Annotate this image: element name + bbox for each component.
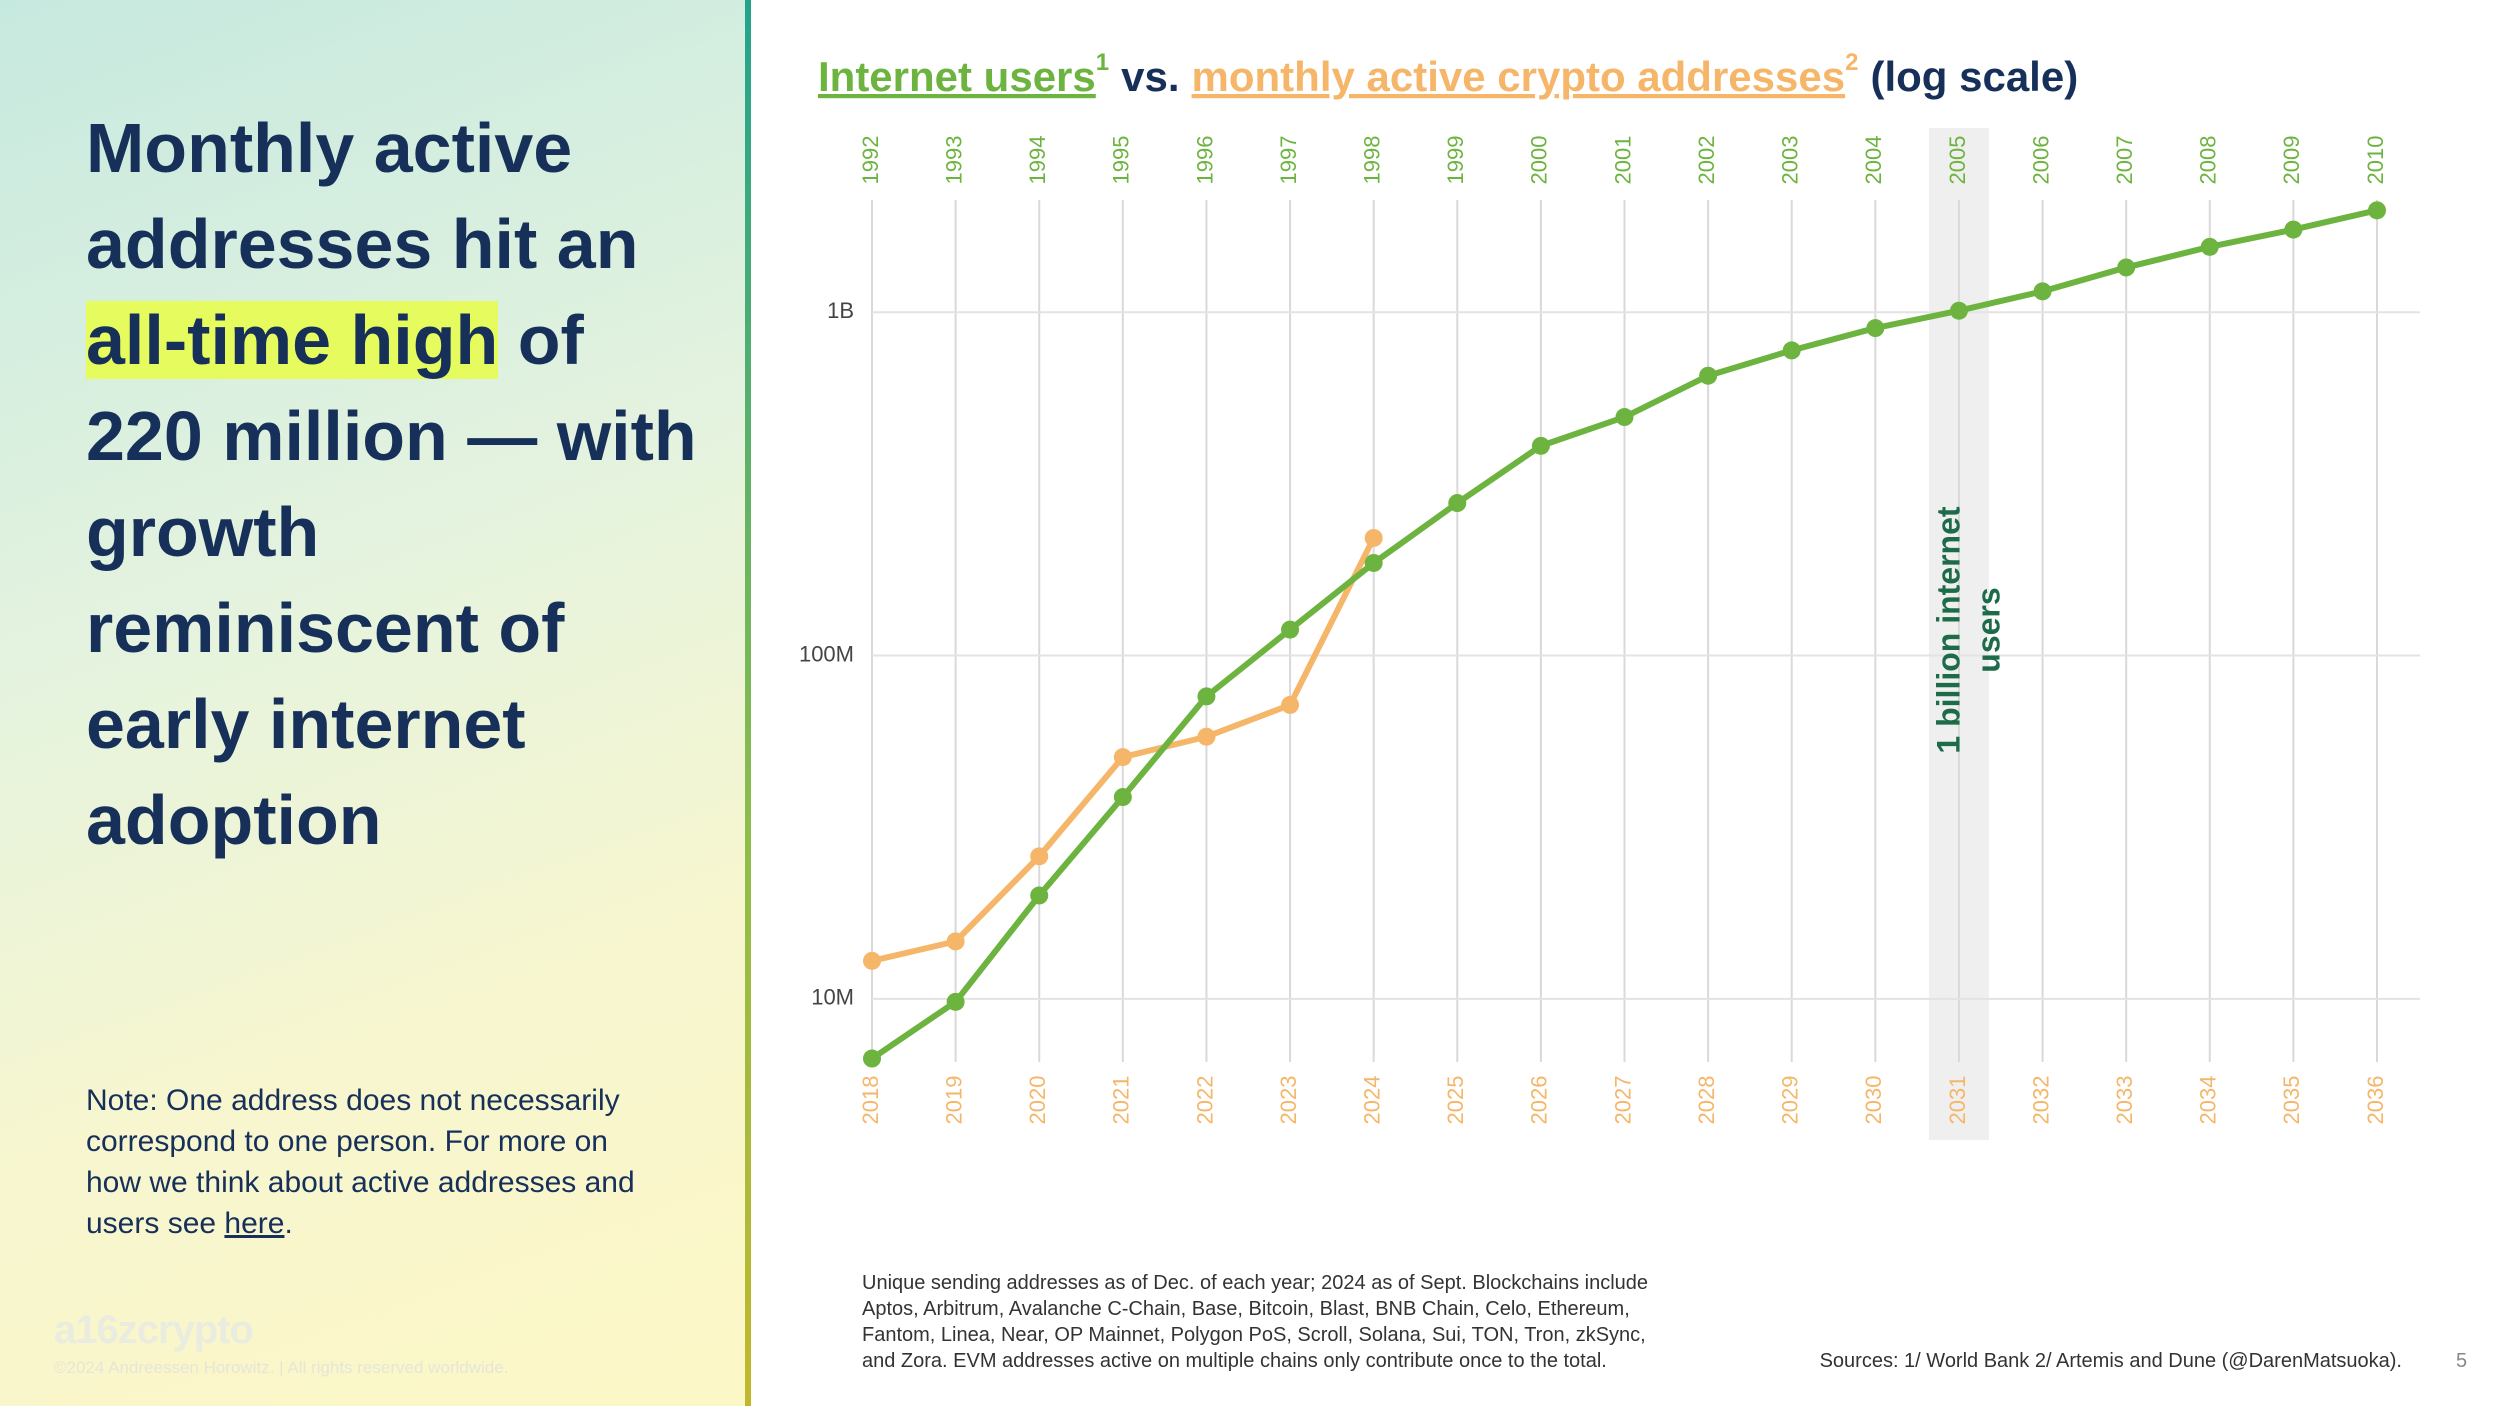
x-top-tick-label: 1999	[1443, 136, 1468, 185]
x-bottom-tick-label: 2019	[941, 1076, 966, 1125]
x-top-tick-label: 2002	[1694, 136, 1719, 185]
data-point	[1782, 341, 1801, 360]
x-bottom-tick-label: 2018	[858, 1076, 883, 1125]
title-series: monthly active crypto addresses	[1192, 53, 1846, 100]
title-connector: vs.	[1121, 53, 1179, 100]
sources: Sources: 1/ World Bank 2/ Artemis and Du…	[1819, 1350, 2402, 1372]
x-top-tick-label: 1993	[941, 136, 966, 185]
x-bottom-tick-label: 2034	[2196, 1076, 2221, 1125]
headline-highlight: all-time high	[86, 301, 499, 379]
data-point	[1113, 788, 1132, 807]
x-bottom-tick-label: 2025	[1443, 1076, 1468, 1125]
data-point	[1949, 301, 1968, 320]
x-top-tick-label: 1995	[1109, 136, 1134, 185]
data-point	[1866, 319, 1885, 338]
x-top-tick-label: 2009	[2279, 136, 2304, 185]
data-point	[863, 951, 881, 970]
y-tick-label: 100M	[799, 641, 854, 666]
x-bottom-tick-label: 2033	[2112, 1076, 2137, 1125]
title-series: Internet users	[818, 53, 1096, 100]
y-tick-label: 10M	[811, 985, 854, 1010]
x-bottom-tick-label: 2023	[1276, 1076, 1301, 1125]
data-point	[1197, 687, 1216, 706]
x-bottom-tick-label: 2027	[1610, 1076, 1635, 1125]
note-end: .	[284, 1207, 293, 1240]
x-top-tick-label: 1996	[1192, 136, 1217, 185]
copyright: ©2024 Andreessen Horowitz. | All rights …	[54, 1358, 509, 1377]
x-top-tick-label: 2007	[2112, 136, 2137, 185]
headline: Monthly active addresses hit an all-time…	[86, 100, 706, 868]
page-number: 5	[2456, 1350, 2468, 1372]
data-point	[1615, 408, 1634, 427]
x-bottom-tick-label: 2032	[2028, 1076, 2053, 1125]
title-suffix: (log scale)	[1870, 53, 2078, 100]
x-bottom-tick-label: 2024	[1359, 1076, 1384, 1125]
annotation: users	[1970, 587, 2006, 672]
title-sup: 2	[1845, 49, 1858, 76]
chart-title: Internet users1 vs. monthly active crypto …	[818, 49, 2078, 100]
logo: a16zcrypto	[54, 1308, 254, 1352]
note-text: Note: One address does not necessarily c…	[86, 1084, 635, 1240]
x-bottom-tick-label: 2030	[1861, 1076, 1886, 1125]
x-bottom-tick-label: 2035	[2279, 1076, 2304, 1125]
x-bottom-tick-label: 2020	[1025, 1076, 1050, 1125]
x-top-tick-label: 2000	[1527, 136, 1552, 185]
x-bottom-tick-label: 2029	[1778, 1076, 1803, 1125]
data-point	[2200, 237, 2219, 256]
divider	[745, 0, 751, 1406]
data-point	[863, 1049, 881, 1068]
x-top-tick-label: 2006	[2028, 136, 2053, 185]
x-bottom-tick-label: 2036	[2363, 1076, 2388, 1125]
x-bottom-tick-label: 2022	[1192, 1076, 1217, 1125]
annotation: 1 billion internet	[1930, 506, 1966, 753]
x-top-tick-label: 1997	[1276, 136, 1301, 185]
data-point	[1197, 727, 1216, 746]
x-top-tick-label: 2003	[1778, 136, 1803, 185]
headline-text: Monthly active addresses hit an	[86, 109, 639, 283]
data-point	[1531, 436, 1550, 455]
title-sup: 1	[1096, 49, 1109, 76]
data-point	[2033, 282, 2052, 301]
x-top-tick-label: 2001	[1610, 136, 1635, 185]
left-panel	[0, 0, 746, 1406]
data-point	[1030, 886, 1049, 905]
x-bottom-tick-label: 2026	[1527, 1076, 1552, 1125]
data-point	[1030, 847, 1049, 866]
note: Note: One address does not necessarily c…	[86, 1080, 646, 1244]
x-bottom-tick-label: 2021	[1109, 1076, 1134, 1125]
data-point	[1448, 494, 1467, 513]
x-bottom-tick-label: 2028	[1694, 1076, 1719, 1125]
x-top-tick-label: 2005	[1945, 136, 1970, 185]
x-top-tick-label: 1994	[1025, 136, 1050, 185]
note-link[interactable]: here	[224, 1207, 285, 1240]
data-point	[2284, 220, 2303, 239]
x-top-tick-label: 1998	[1359, 136, 1384, 185]
data-point	[1281, 620, 1300, 639]
data-point	[946, 932, 965, 951]
footnote: Unique sending addresses as of Dec. of e…	[862, 1272, 1649, 1372]
headline-text: of 220 million — with growth reminiscent…	[86, 301, 697, 859]
x-top-tick-label: 2008	[2196, 136, 2221, 185]
x-top-tick-label: 1992	[858, 136, 883, 185]
data-point	[1699, 366, 1718, 385]
data-point	[2117, 258, 2136, 277]
data-point	[2368, 201, 2386, 220]
data-point	[1113, 748, 1132, 767]
data-point	[1364, 553, 1383, 572]
data-point	[1364, 528, 1383, 547]
data-point	[1281, 695, 1300, 714]
x-top-tick-label: 2004	[1861, 136, 1886, 185]
x-top-tick-label: 2010	[2363, 136, 2388, 185]
y-tick-label: 1B	[827, 298, 854, 323]
data-point	[946, 992, 965, 1011]
x-bottom-tick-label: 2031	[1945, 1076, 1970, 1125]
